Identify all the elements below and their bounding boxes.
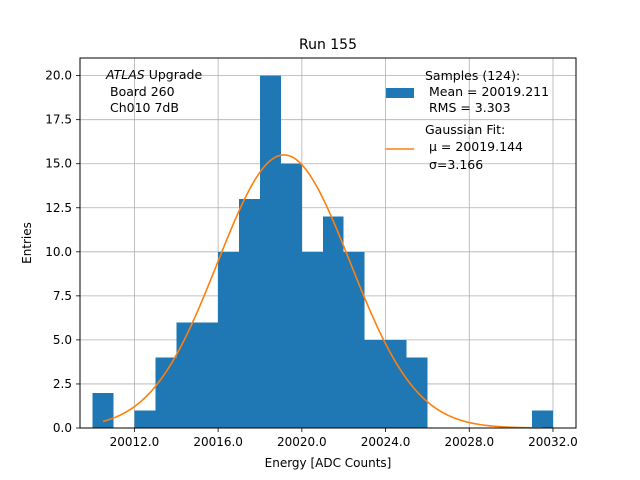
y-tick-label: 2.5 [53,377,72,391]
legend-histogram-swatch [386,88,414,98]
x-tick-label: 20012.0 [110,435,160,449]
histogram-bar [176,322,198,428]
y-axis-label: Entries [20,222,34,264]
axis-ticks: 20012.0 20016.0 20020.0 20024.0 20028.0 20032… [45,69,578,449]
x-axis-label: Energy [ADC Counts] [265,456,392,470]
legend-fit-title: Gaussian Fit: [425,122,505,137]
histogram-bar [155,357,177,428]
histogram-bar [134,410,156,428]
y-tick-label: 15.0 [45,157,72,171]
histogram-bar [385,339,407,428]
y-tick-label: 0.0 [53,421,72,435]
histogram-bar [532,410,553,428]
plot-frame [79,57,577,429]
annotation-board: Board 260 [110,84,175,99]
y-tick-label: 12.5 [45,201,72,215]
histogram-bar [218,251,240,428]
upgrade-label: Upgrade [145,67,203,82]
atlas-label: ATLAS [105,67,145,82]
y-tick-label: 17.5 [45,113,72,127]
gaussian-fit-curve [102,154,543,429]
histogram-bar [197,322,219,428]
histogram-bar [301,251,323,428]
y-tick-label: 7.5 [53,289,72,303]
x-tick-label: 20032.0 [528,435,578,449]
experiment-annotation: ATLAS Upgrade Board 260 Ch010 7dB [105,67,202,115]
histogram-bar [280,163,302,428]
y-tick-label: 5.0 [53,333,72,347]
legend-samples-mean: Mean = 20019.211 [425,84,549,99]
histogram-bar [364,339,386,428]
chart-title: Run 155 [299,37,357,53]
legend-fit-mu: μ = 20019.144 [429,139,523,154]
histogram-bar [343,251,365,428]
legend-fit-sigma: σ=3.166 [429,157,483,172]
x-tick-label: 20024.0 [361,435,411,449]
histogram-bar [239,198,260,428]
histogram-bar [322,216,344,428]
legend-samples-rms: RMS = 3.303 [425,100,511,115]
gaussian-fit [102,154,543,429]
annotation-channel: Ch010 7dB [110,100,179,115]
histogram-bar [92,392,114,428]
legend: Samples (124): Mean = 20019.211 RMS = 3.… [386,68,549,172]
y-tick-label: 20.0 [45,69,72,83]
x-tick-label: 20028.0 [444,435,494,449]
x-tick-label: 20016.0 [193,435,243,449]
y-tick-label: 10.0 [45,245,72,259]
histogram-bar [259,75,281,428]
annotation-line-1: ATLAS Upgrade [105,67,202,82]
x-tick-label: 20020.0 [277,435,327,449]
legend-samples-title: Samples (124): [425,68,520,83]
histogram-bars [92,75,553,428]
